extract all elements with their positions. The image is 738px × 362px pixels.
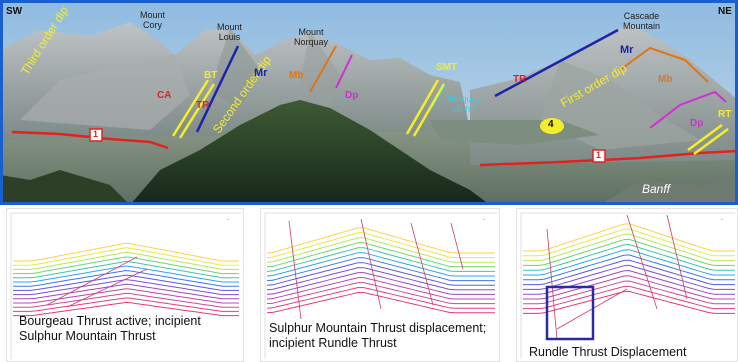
- strata-line: [13, 247, 239, 266]
- strata-line: [13, 260, 239, 279]
- strata-line: [13, 292, 239, 308]
- label-box-1-right: 1: [596, 150, 602, 160]
- strata-line: [266, 282, 495, 305]
- strata-line: [523, 243, 735, 271]
- label-tr-right: TR: [513, 74, 527, 85]
- strata-line: [13, 279, 239, 296]
- strata-line: [523, 290, 735, 314]
- peak-label-louis: Mount Louis: [217, 22, 243, 42]
- strata-line: [266, 262, 495, 286]
- model-panel-1-svg: →: [10, 212, 241, 359]
- label-box-1-left: 1: [93, 129, 99, 139]
- strata-line: [13, 288, 239, 304]
- strata-line: [523, 223, 735, 252]
- fault-trace: [450, 222, 464, 270]
- north-arrow: →: [225, 216, 230, 222]
- fault-trace: [546, 228, 558, 340]
- annotated-landscape-photo: SW NE Mount Cory Mount Louis Mount Norqu…: [0, 0, 738, 205]
- peak-label-cascade: Cascade Mountain: [623, 11, 661, 31]
- fault-trace: [288, 220, 302, 320]
- fault-trace: [626, 214, 658, 310]
- model-panel-2: → Sulphur Mountain Thrust displacement; …: [260, 208, 500, 362]
- fault-trace: [66, 268, 148, 308]
- strata-line: [266, 272, 495, 295]
- strata-line: [523, 275, 735, 300]
- label-rt: RT: [718, 109, 732, 120]
- fault-trace: [360, 218, 382, 310]
- label-norquay-ski-hill: Norquay ski hill: [447, 94, 482, 114]
- fault-trace: [410, 222, 434, 306]
- label-dp-right: Dp: [690, 118, 704, 129]
- strata-line: [266, 242, 495, 268]
- model-panel-3-svg: →: [520, 212, 735, 359]
- panel-1-caption: Bourgeau Thrust active; incipient Sulphu…: [19, 314, 201, 343]
- strata-line: [523, 285, 735, 310]
- panel-2-caption: Sulphur Mountain Thrust displacement; in…: [269, 321, 487, 350]
- strata-line: [266, 232, 495, 259]
- model-panel-3: → Rundle Thrust Displacement: [516, 208, 738, 362]
- peak-label-norquay: Mount Norquay: [294, 27, 329, 47]
- strata-line: [523, 249, 735, 276]
- highlight-box: [545, 285, 595, 341]
- label-smt: SMT: [436, 62, 458, 73]
- photo-svg: [0, 0, 738, 205]
- model-panel-2-svg: →: [264, 212, 497, 359]
- strata-line: [13, 274, 239, 291]
- label-dp-left: Dp: [345, 90, 359, 101]
- strata-line: [523, 238, 735, 266]
- strata-line: [13, 297, 239, 312]
- strata-line: [266, 267, 495, 291]
- strata-line: [266, 292, 495, 314]
- north-arrow: →: [481, 216, 486, 222]
- label-ca: CA: [157, 90, 172, 101]
- strata-line: [13, 256, 239, 275]
- strata-line: [523, 269, 735, 295]
- strata-line: [13, 251, 239, 270]
- fault-trace: [46, 256, 138, 306]
- strata-line: [13, 265, 239, 283]
- strata-line: [523, 264, 735, 290]
- strata-line: [13, 269, 239, 287]
- corner-label-sw: SW: [6, 6, 23, 17]
- strata-line: [13, 242, 239, 262]
- label-banff: Banff: [642, 182, 671, 196]
- strata-line: [523, 259, 735, 286]
- label-mb-right: Mb: [658, 74, 673, 85]
- model-panel-1: → Bourgeau Thrust active; incipient Sulp…: [6, 208, 244, 362]
- strata-line: [266, 257, 495, 282]
- strata-line: [266, 237, 495, 263]
- strata-line: [13, 301, 239, 317]
- strata-line: [266, 277, 495, 300]
- label-mr-left: Mr: [254, 67, 268, 79]
- strata-line: [523, 280, 735, 305]
- label-circle-4: 4: [548, 119, 554, 130]
- peak-label-cory: Mount Cory: [140, 10, 166, 30]
- strata-line: [266, 227, 495, 254]
- strata-line: [523, 233, 735, 262]
- strata-line: [266, 286, 495, 309]
- strata-line: [523, 228, 735, 257]
- label-mr-right: Mr: [620, 44, 634, 56]
- strata-line: [523, 254, 735, 281]
- label-mb-left: Mb: [289, 70, 304, 81]
- strata-line: [13, 283, 239, 300]
- strata-line: [266, 247, 495, 272]
- panel-3-caption: Rundle Thrust Displacement: [529, 345, 687, 359]
- label-bt: BT: [204, 70, 218, 81]
- corner-label-ne: NE: [718, 6, 732, 17]
- label-tr-left: TR: [196, 100, 210, 111]
- strata-line: [266, 252, 495, 277]
- fault-trace: [666, 214, 688, 300]
- north-arrow: →: [719, 216, 724, 222]
